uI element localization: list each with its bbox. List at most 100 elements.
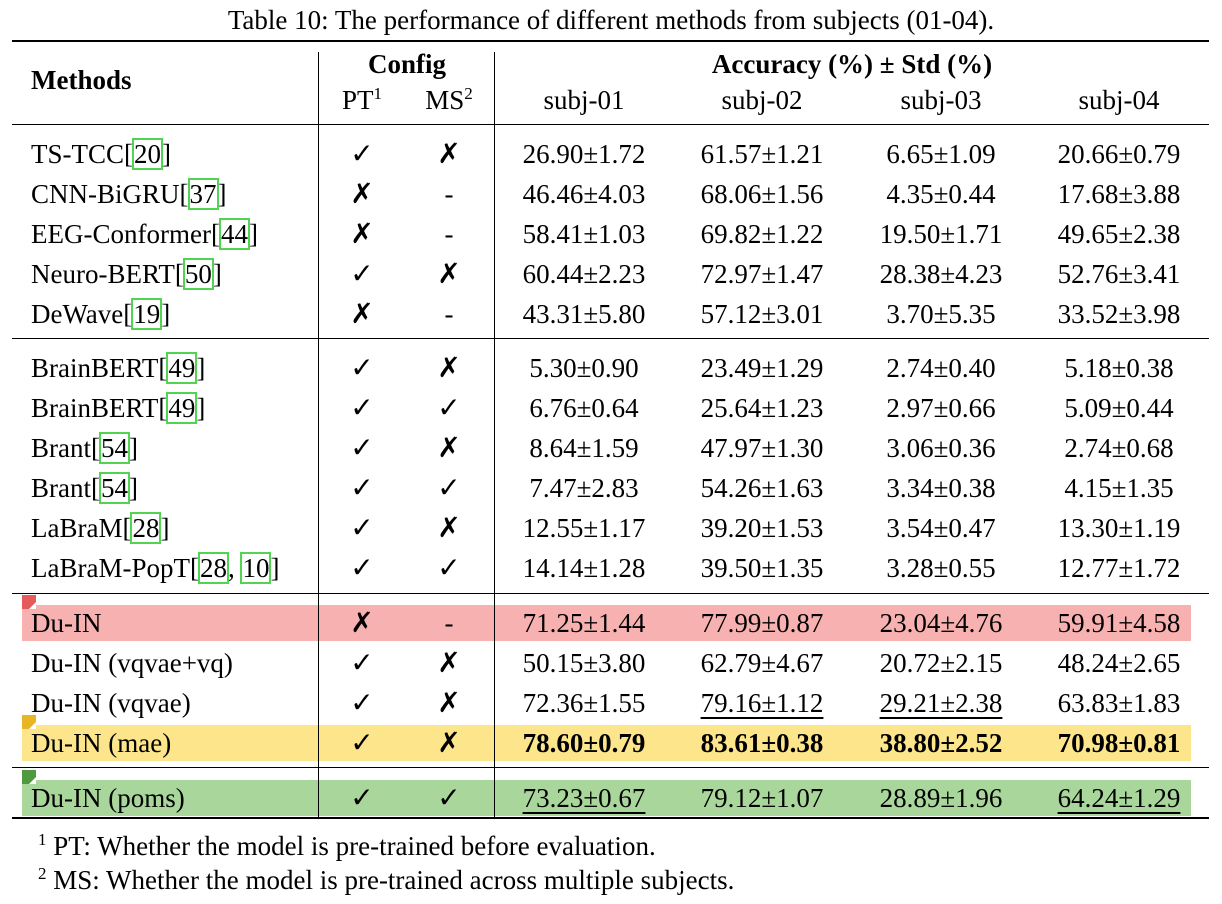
header-rule [12,124,1209,125]
citation-link[interactable]: 49 [166,392,198,424]
method-name: CNN-BiGRU[37] [31,178,227,210]
accuracy-cell: 83.61±0.38 [700,728,824,758]
citation-link[interactable]: 20 [132,138,164,170]
accuracy-cell: 54.26±1.63 [700,473,824,503]
method-name: EEG-Conformer[44] [31,218,258,250]
accuracy-cell: 5.18±0.38 [1064,353,1174,383]
accuracy-cell: 6.76±0.64 [529,393,639,423]
accuracy-cell: 47.97±1.30 [700,433,824,463]
row-highlight [22,605,1191,641]
accuracy-cell: 23.49±1.29 [700,353,824,383]
pt-mark: ✓ [350,257,374,290]
citation-link[interactable]: 10 [240,552,272,584]
pt-mark: ✓ [350,391,374,424]
method-label: Brant [31,433,91,463]
ms-header: MS2 [425,84,473,115]
pt-mark: ✓ [350,351,374,384]
accuracy-cell: 79.12±1.07 [700,783,824,813]
citation-link[interactable]: 49 [166,352,198,384]
subj-04-header: subj-04 [1078,85,1160,115]
method-name: Du-IN (vqvae) [31,685,191,721]
subj-03-header: subj-03 [900,85,982,115]
citation-link[interactable]: 44 [218,218,250,250]
citation-link[interactable]: 28 [130,512,162,544]
accuracy-cell: 39.20±1.53 [700,513,824,543]
method-name: DeWave[19] [31,298,171,330]
vrule-config-accuracy [494,52,495,818]
accuracy-cell: 3.54±0.47 [886,513,996,543]
citation-link[interactable]: 54 [99,472,130,504]
method-label: Du-IN (vqvae) [31,688,191,718]
accuracy-cell: 2.74±0.40 [886,353,996,383]
accuracy-cell: 48.24±2.65 [1057,648,1181,678]
subj-02-header: subj-02 [721,85,803,115]
method-label: LaBraM-PopT [31,553,190,583]
accuracy-cell: 14.14±1.28 [522,553,646,583]
accuracy-cell: 68.06±1.56 [700,179,824,209]
ms-mark: ✗ [437,511,461,544]
pt-mark: ✓ [350,551,374,584]
accuracy-cell: 73.23±0.67 [522,783,646,813]
accuracy-header: Accuracy (%) ± Std (%) [711,49,993,79]
pt-mark: ✓ [350,137,374,170]
accuracy-cell: 49.65±2.38 [1057,219,1181,249]
pt-mark: ✗ [350,297,374,330]
accuracy-cell: 38.80±2.52 [879,728,1003,758]
accuracy-cell: 12.55±1.17 [522,513,646,543]
method-label: TS-TCC [31,139,125,169]
row-highlight [22,725,1191,761]
accuracy-cell: 12.77±1.72 [1057,553,1181,583]
accuracy-cell: 4.35±0.44 [886,179,996,209]
method-label: Du-IN (mae) [31,728,172,758]
subj-01-header: subj-01 [543,85,625,115]
pt-mark: ✓ [350,511,374,544]
pt-mark: ✗ [350,177,374,210]
method-label: Du-IN (poms) [31,783,185,813]
ms-mark: ✓ [437,781,461,814]
row-marker-icon [22,595,36,609]
config-header: Config [367,49,447,79]
accuracy-cell: 46.46±4.03 [522,179,646,209]
method-name: Du-IN (poms) [31,780,185,816]
row-marker-icon [22,770,36,784]
citation-link[interactable]: 50 [182,258,214,290]
accuracy-cell: 4.15±1.35 [1064,473,1174,503]
ms-mark: - [444,299,454,329]
method-name: Neuro-BERT[50] [31,258,222,290]
ms-mark: ✓ [437,471,461,504]
accuracy-cell: 50.15±3.80 [522,648,646,678]
citation-link[interactable]: 54 [99,432,130,464]
method-name: LaBraM[28] [31,512,170,544]
accuracy-cell: 79.16±1.12 [700,688,824,718]
citation-link[interactable]: 37 [187,178,219,210]
citation-link[interactable]: 19 [131,298,163,330]
method-name: Du-IN [31,605,101,641]
pt-mark: ✓ [350,431,374,464]
footnote-2: 2 MS: Whether the model is pre-trained a… [38,864,735,895]
accuracy-cell: 77.99±0.87 [700,608,824,638]
ms-mark: ✗ [437,726,461,759]
top-rule [12,40,1209,42]
pt-mark: ✓ [350,686,374,719]
citation-link[interactable]: 28 [197,552,229,584]
ms-mark: ✗ [437,431,461,464]
ms-mark: ✗ [437,257,461,290]
accuracy-cell: 26.90±1.72 [522,139,646,169]
accuracy-cell: 5.09±0.44 [1064,393,1174,423]
accuracy-cell: 71.25±1.44 [522,608,646,638]
pt-mark: ✓ [350,781,374,814]
method-label: CNN-BiGRU [31,179,180,209]
accuracy-cell: 29.21±2.38 [879,688,1003,718]
pt-mark: ✗ [350,217,374,250]
ms-mark: ✓ [437,391,461,424]
pt-mark: ✓ [350,726,374,759]
method-label: BrainBERT [31,353,159,383]
accuracy-cell: 6.65±1.09 [886,139,996,169]
method-name: BrainBERT[49] [31,392,206,424]
accuracy-cell: 52.76±3.41 [1057,259,1181,289]
accuracy-cell: 72.97±1.47 [700,259,824,289]
ms-mark: - [444,179,454,209]
ms-mark: ✗ [437,686,461,719]
method-label: Neuro-BERT [31,259,175,289]
accuracy-cell: 20.72±2.15 [879,648,1003,678]
